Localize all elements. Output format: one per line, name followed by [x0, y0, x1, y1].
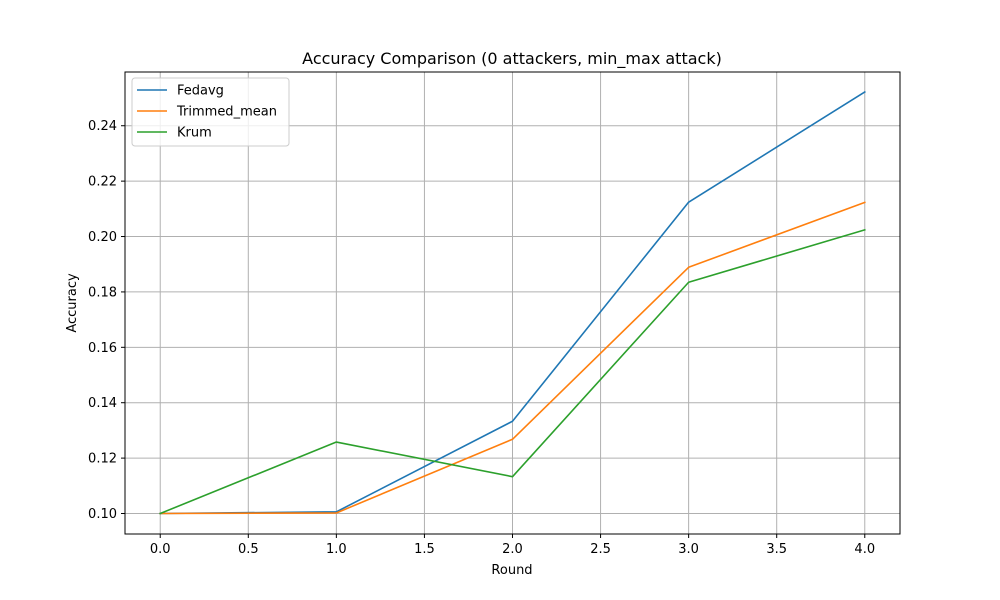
x-tick-label: 3.0 — [678, 542, 699, 557]
y-tick-label: 0.16 — [88, 341, 117, 356]
x-tick-label: 0.0 — [150, 542, 171, 557]
y-axis-label: Accuracy — [65, 273, 80, 333]
y-tick-label: 0.14 — [88, 396, 117, 411]
x-tick-label: 3.5 — [766, 542, 787, 557]
y-tick-label: 0.22 — [88, 175, 117, 190]
x-tick-label: 2.0 — [502, 542, 523, 557]
grid-lines — [125, 72, 900, 534]
legend-box — [131, 77, 290, 147]
series-lines — [159, 90, 866, 515]
x-axis-ticks: 0.0 0.5 1.0 1.5 2.0 2.5 3.0 3.5 4.0 — [150, 534, 875, 557]
series-line-trimmed-mean — [159, 201, 866, 515]
y-tick-label: 0.24 — [88, 119, 117, 134]
legend-label-trimmed-mean: Trimmed_mean — [176, 105, 277, 120]
y-tick-label: 0.12 — [88, 452, 117, 467]
x-axis-label: Round — [491, 563, 532, 578]
y-tick-label: 0.10 — [88, 507, 117, 522]
x-tick-label: 1.0 — [326, 542, 347, 557]
y-axis-ticks: 0.10 0.12 0.14 0.16 0.18 0.20 0.22 0.24 — [88, 119, 125, 522]
legend-label-krum: Krum — [177, 126, 212, 141]
x-tick-label: 0.5 — [238, 542, 259, 557]
legend-label-fedavg: Fedavg — [177, 84, 224, 99]
legend: Fedavg Trimmed_mean Krum — [131, 77, 290, 147]
chart-title: Accuracy Comparison (0 attackers, min_ma… — [302, 49, 722, 69]
x-tick-label: 1.5 — [414, 542, 435, 557]
y-tick-label: 0.20 — [88, 230, 117, 245]
x-tick-label: 4.0 — [854, 542, 875, 557]
y-tick-label: 0.18 — [88, 285, 117, 300]
series-line-krum — [159, 228, 866, 515]
x-tick-label: 2.5 — [590, 542, 611, 557]
